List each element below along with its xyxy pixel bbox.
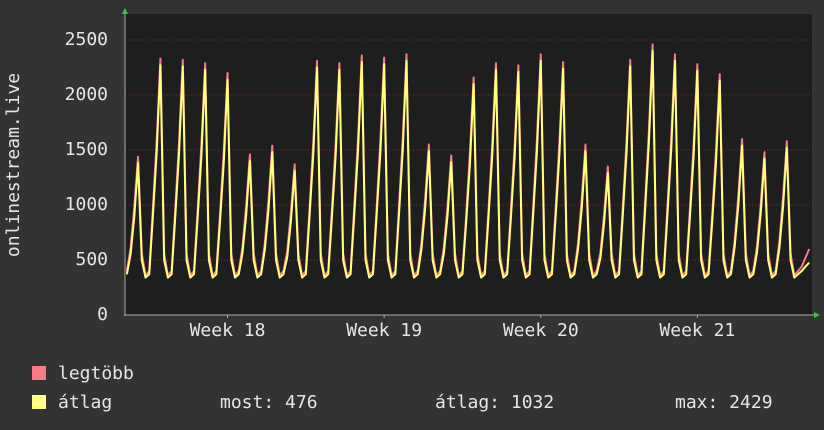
legend-label: átlag — [58, 392, 112, 413]
x-tick-label: Week 20 — [503, 320, 579, 341]
x-tick-label: Week 18 — [190, 320, 266, 341]
y-tick-label: 2000 — [65, 84, 108, 105]
x-tick-label: Week 21 — [659, 320, 735, 341]
x-tick-label: Week 19 — [346, 320, 422, 341]
y-tick-label: 0 — [97, 304, 108, 325]
y-tick-label: 1500 — [65, 139, 108, 160]
legend-swatch — [32, 395, 46, 409]
y-tick-label: 1000 — [65, 194, 108, 215]
y-tick-label: 500 — [75, 249, 108, 270]
y-tick-label: 2500 — [65, 29, 108, 50]
legend-swatch — [32, 366, 46, 380]
stat-label: átlag: 1032 — [435, 392, 554, 413]
legend-label: legtöbb — [58, 363, 134, 384]
stat-label: max: 2429 — [675, 392, 773, 413]
y-axis-label: onlinestream.live — [3, 73, 24, 257]
x-arrow — [814, 312, 820, 318]
stat-label: most: 476 — [220, 392, 318, 413]
marks — [125, 43, 811, 279]
y-arrow — [122, 8, 128, 14]
series-line — [125, 49, 810, 279]
